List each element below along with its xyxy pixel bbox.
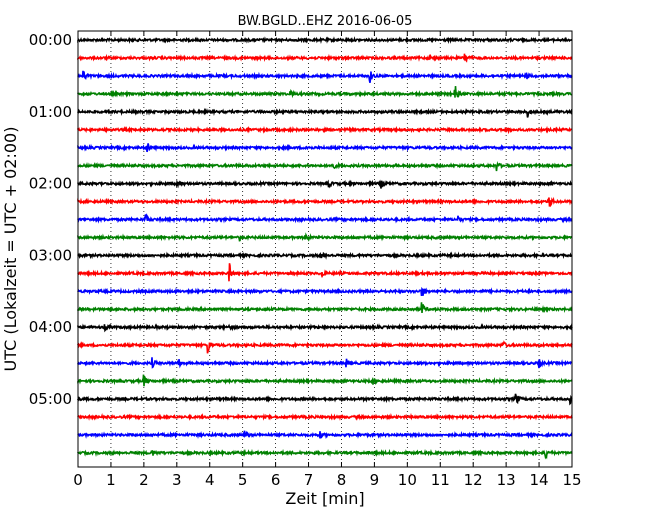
x-tick-label: 0	[73, 471, 83, 489]
x-tick-label: 8	[337, 471, 347, 489]
seismic-trace	[77, 143, 573, 153]
seismic-trace	[77, 374, 573, 387]
x-tick-label: 15	[562, 471, 581, 489]
seismic-trace	[77, 263, 573, 282]
trace-row-18	[77, 357, 573, 369]
y-tick-label: 04:00	[29, 318, 72, 336]
seismic-trace	[77, 412, 573, 422]
seismic-trace	[77, 125, 573, 135]
trace-row-7	[77, 160, 573, 172]
x-tick-label: 9	[370, 471, 380, 489]
trace-row-13	[77, 263, 573, 282]
x-tick-label: 10	[398, 471, 417, 489]
seismic-trace	[77, 430, 573, 440]
trace-row-15	[77, 302, 573, 314]
x-tick-label: 3	[172, 471, 182, 489]
seismic-trace	[77, 323, 573, 333]
seismic-trace	[77, 357, 573, 369]
x-tick-label: 6	[271, 471, 281, 489]
y-tick-label: 02:00	[29, 175, 72, 193]
seismic-trace	[77, 70, 573, 83]
plot-frame	[77, 30, 573, 468]
trace-row-1	[77, 53, 573, 63]
trace-row-10	[77, 213, 573, 224]
x-tick-label: 5	[238, 471, 248, 489]
x-tick-label: 12	[464, 471, 483, 489]
seismic-trace	[77, 448, 573, 460]
seismic-trace	[77, 179, 573, 189]
grid-layer	[110, 31, 540, 467]
seismic-trace	[77, 302, 573, 314]
x-tick-label: 11	[431, 471, 450, 489]
trace-row-4	[77, 107, 573, 118]
x-tick-label: 1	[106, 471, 116, 489]
seismic-trace	[77, 286, 573, 296]
seismic-trace	[77, 213, 573, 224]
trace-row-17	[77, 340, 573, 354]
x-tick-label: 13	[497, 471, 516, 489]
y-tick-label: 01:00	[29, 103, 72, 121]
trace-row-23	[77, 448, 573, 460]
trace-row-16	[77, 323, 573, 333]
tick-layer: 0 1 2 3 4 5 6 7 8 9 10 11 12 13 14 1500:0001:0002:0003:…	[29, 31, 582, 489]
seismic-trace	[77, 86, 573, 99]
seismic-trace	[77, 36, 573, 45]
y-axis-label: UTC (Lokalzeit = UTC + 02:00)	[1, 127, 20, 372]
x-tick-label: 4	[205, 471, 215, 489]
seismic-trace	[77, 251, 573, 260]
chart-title: BW.BGLD..EHZ 2016-06-05	[238, 14, 413, 29]
seismic-trace	[77, 196, 573, 208]
trace-row-6	[77, 143, 573, 153]
trace-row-3	[77, 86, 573, 99]
trace-row-11	[77, 232, 573, 242]
trace-layer	[77, 36, 573, 460]
x-tick-label: 7	[304, 471, 314, 489]
x-tick-label: 14	[530, 471, 549, 489]
y-tick-label: 05:00	[29, 390, 72, 408]
y-tick-label: 00:00	[29, 31, 72, 49]
seismic-trace	[77, 53, 573, 63]
seismic-trace	[77, 160, 573, 172]
trace-row-21	[77, 412, 573, 422]
trace-row-22	[77, 430, 573, 440]
seismic-trace	[77, 232, 573, 242]
trace-row-12	[77, 251, 573, 260]
seismic-trace	[77, 340, 573, 354]
trace-row-2	[77, 70, 573, 83]
seismic-trace	[77, 393, 573, 406]
x-axis-label: Zeit [min]	[285, 489, 364, 508]
trace-row-0	[77, 36, 573, 45]
trace-row-5	[77, 125, 573, 135]
trace-row-8	[77, 179, 573, 189]
trace-row-9	[77, 196, 573, 208]
trace-row-14	[77, 286, 573, 296]
y-tick-label: 03:00	[29, 246, 72, 264]
x-tick-label: 2	[139, 471, 149, 489]
seismic-trace	[77, 107, 573, 118]
trace-row-19	[77, 374, 573, 387]
